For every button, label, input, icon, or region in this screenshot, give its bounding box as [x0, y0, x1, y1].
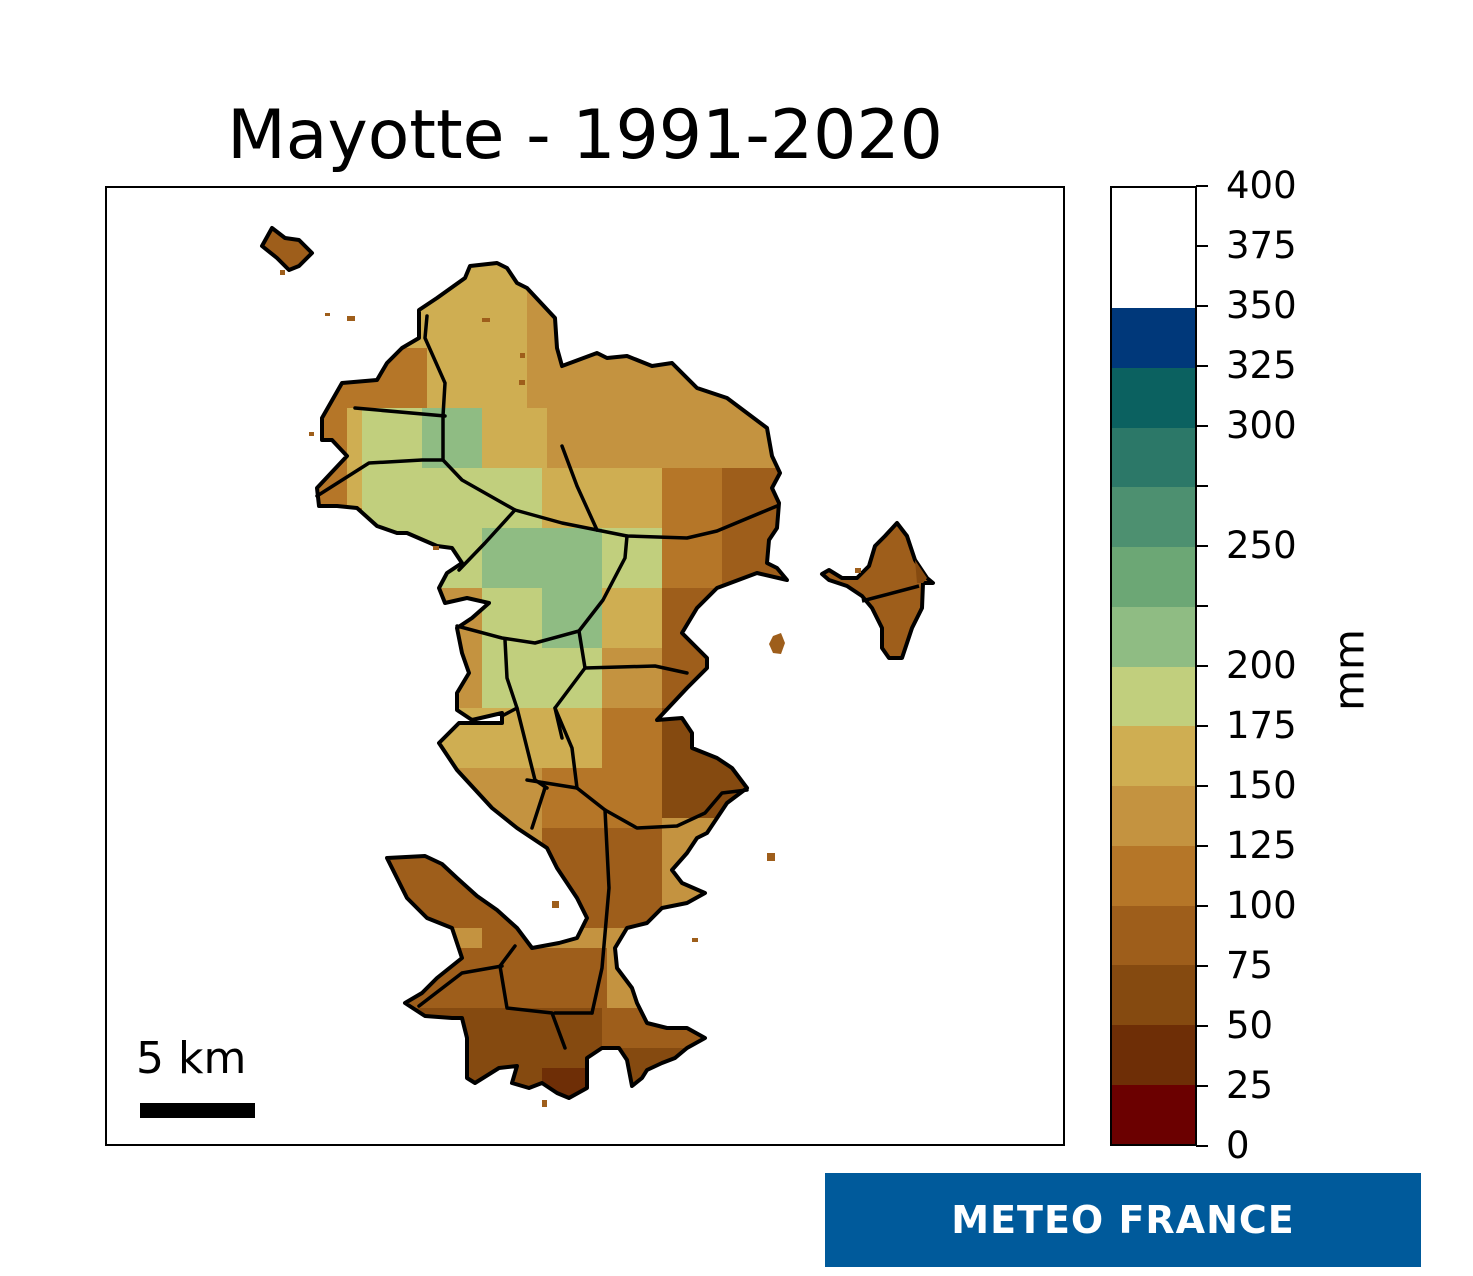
map-title: Mayotte - 1991-2020	[227, 96, 943, 175]
colorbar-tick	[1196, 1085, 1208, 1087]
colorbar-class-10	[1112, 486, 1195, 547]
colorbar-tick-label: 200	[1226, 644, 1297, 687]
colorbar-tick-label: 100	[1226, 884, 1297, 927]
map-canvas	[260, 226, 935, 1107]
colorbar-class-12	[1112, 367, 1195, 428]
colorbar-class-2	[1112, 964, 1195, 1025]
colorbar-class-8	[1112, 606, 1195, 667]
colorbar-tick-label: 75	[1226, 944, 1274, 987]
colorbar-tick-label: 175	[1226, 704, 1297, 747]
colorbar-tick-label: 0	[1226, 1124, 1250, 1167]
colorbar-class-0	[1112, 1084, 1195, 1144]
colorbar-class-13	[1112, 307, 1195, 368]
colorbar-tick	[1196, 1145, 1208, 1147]
colorbar-tick	[1196, 665, 1208, 667]
colorbar-tick	[1196, 905, 1208, 907]
colorbar-class-6	[1112, 725, 1195, 786]
colorbar-class-1	[1112, 1024, 1195, 1085]
colorbar-tick-label: 350	[1226, 284, 1297, 327]
colorbar-tick	[1196, 725, 1208, 727]
colorbar-tick	[1196, 425, 1208, 427]
colorbar-tick	[1196, 965, 1208, 967]
colorbar-tick	[1196, 305, 1208, 307]
colorbar-tick-label: 250	[1226, 524, 1297, 567]
colorbar-tick	[1196, 245, 1208, 247]
mtsamboro-islet	[260, 226, 314, 272]
colorbar-tick	[1196, 845, 1208, 847]
colorbar-tick	[1196, 365, 1208, 367]
map-frame	[105, 186, 1065, 1146]
colorbar-tick-label: 25	[1226, 1064, 1274, 1107]
colorbar-class-9	[1112, 546, 1195, 607]
colorbar-tick	[1196, 785, 1208, 787]
colorbar-tick	[1196, 1025, 1208, 1027]
grand-terre	[315, 261, 789, 1100]
colorbar-tick	[1196, 545, 1208, 547]
colorbar-class-4	[1112, 845, 1195, 906]
colorbar-tick-label: 150	[1226, 764, 1297, 807]
scalebar-label: 5 km	[136, 1033, 247, 1084]
colorbar-class-3	[1112, 905, 1195, 966]
colorbar-tick-label: 375	[1226, 224, 1297, 267]
colorbar-tick-label: 325	[1226, 344, 1297, 387]
colorbar-class-5	[1112, 785, 1195, 846]
colorbar	[1110, 186, 1197, 1146]
colorbar-tick	[1196, 605, 1208, 607]
colorbar-class-7	[1112, 666, 1195, 727]
colorbar-tick-label: 400	[1226, 164, 1297, 207]
colorbar-tick-label: 300	[1226, 404, 1297, 447]
meteo-france-logo: METEO FRANCE	[825, 1173, 1421, 1267]
colorbar-unit-label: mm	[1324, 629, 1374, 711]
scalebar-bar	[140, 1103, 255, 1118]
colorbar-tick-label: 50	[1226, 1004, 1274, 1047]
petite-terre	[820, 521, 935, 660]
commune-boundaries	[315, 314, 779, 1050]
colorbar-tick	[1196, 185, 1208, 187]
colorbar-tick-label: 125	[1226, 824, 1297, 867]
colorbar-tick	[1196, 485, 1208, 487]
colorbar-class-11	[1112, 427, 1195, 488]
small-islets	[280, 270, 861, 1107]
